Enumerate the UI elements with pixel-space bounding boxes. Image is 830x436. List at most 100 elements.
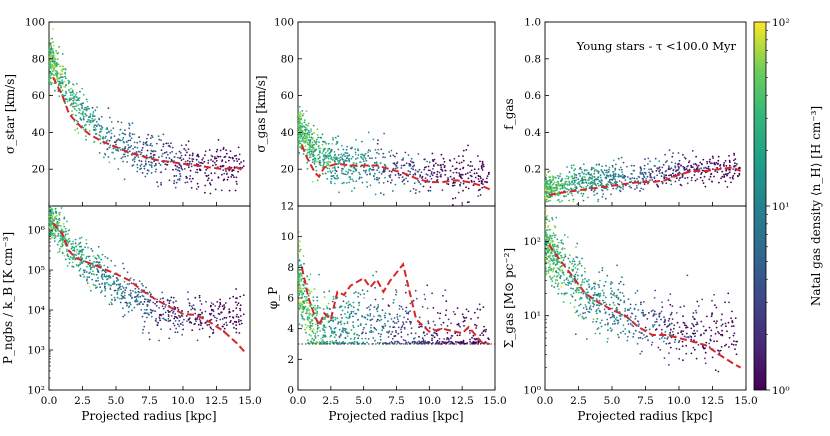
scatter-point (128, 305, 131, 308)
scatter-point (431, 341, 434, 344)
scatter-point (104, 295, 106, 297)
scatter-point (170, 142, 172, 145)
scatter-point (658, 170, 660, 173)
scatter-point (298, 292, 301, 295)
scatter-point (236, 304, 239, 306)
scatter-point (64, 230, 67, 233)
scatter-point (141, 283, 143, 285)
scatter-point (344, 306, 346, 309)
scatter-point (103, 270, 106, 273)
scatter-point (623, 301, 626, 304)
scatter-point (346, 145, 349, 148)
scatter-point (49, 52, 52, 54)
scatter-point (587, 291, 589, 293)
scatter-point (708, 326, 711, 329)
scatter-point (123, 141, 126, 144)
scatter-point (405, 321, 407, 323)
scatter-point (617, 173, 620, 176)
scatter-point (322, 329, 325, 331)
scatter-point (429, 169, 431, 172)
scatter-point (130, 297, 133, 300)
scatter-point (53, 234, 56, 237)
scatter-point (620, 186, 622, 189)
scatter-point (219, 318, 222, 321)
scatter-point (615, 296, 618, 299)
scatter-point (324, 316, 326, 319)
scatter-point (73, 120, 76, 123)
scatter-point (724, 301, 726, 304)
scatter-point (695, 323, 698, 326)
scatter-point (331, 330, 334, 333)
scatter-point (53, 74, 56, 77)
scatter-point (298, 299, 300, 302)
scatter-point (640, 169, 643, 172)
scatter-point (605, 164, 607, 167)
scatter-point (149, 137, 152, 140)
scatter-point (297, 123, 300, 126)
scatter-point (164, 311, 167, 314)
scatter-point (317, 136, 320, 139)
scatter-point (316, 305, 319, 307)
scatter-point (146, 144, 149, 147)
scatter-point (605, 177, 608, 180)
scatter-point (571, 194, 574, 197)
scatter-point (713, 340, 715, 343)
scatter-point (75, 119, 78, 122)
scatter-point (351, 172, 353, 175)
scatter-point (52, 51, 55, 54)
scatter-point (552, 259, 555, 262)
scatter-point (237, 146, 240, 149)
scatter-point (467, 144, 469, 147)
scatter-point (319, 164, 322, 167)
scatter-point (643, 164, 646, 167)
scatter-point (140, 160, 143, 163)
scatter-point (201, 327, 204, 330)
scatter-point (563, 247, 566, 250)
scatter-point (554, 226, 557, 229)
scatter-point (203, 160, 206, 163)
scatter-point (481, 166, 483, 169)
scatter-point (115, 280, 118, 282)
scatter-point (459, 181, 462, 184)
scatter-point (381, 329, 384, 332)
scatter-point (297, 258, 300, 260)
xlabel-left: Projected radius [kpc] (81, 409, 216, 423)
scatter-point (412, 173, 415, 176)
scatter-point (158, 307, 161, 309)
scatter-point (352, 342, 355, 345)
scatter-point (548, 236, 550, 239)
scatter-point (56, 58, 59, 61)
scatter-point (108, 303, 111, 306)
scatter-point (569, 281, 571, 283)
scatter-point (66, 250, 68, 253)
scatter-point (344, 313, 346, 315)
scatter-point (311, 330, 314, 333)
scatter-point (215, 160, 218, 162)
scatter-point (568, 181, 571, 184)
scatter-point (176, 323, 179, 326)
scatter-point (546, 182, 549, 185)
scatter-point (728, 346, 730, 348)
scatter-point (449, 169, 452, 172)
scatter-point (445, 338, 448, 341)
scatter-point (312, 306, 315, 309)
scatter-point (344, 155, 346, 158)
scatter-point (600, 176, 602, 179)
scatter-point (432, 320, 435, 323)
scatter-point (427, 322, 430, 325)
scatter-point (654, 165, 656, 167)
y-tick-label: 100 (274, 17, 294, 29)
scatter-point (613, 181, 616, 184)
scatter-point (235, 315, 238, 318)
scatter-point (330, 158, 332, 160)
scatter-point (224, 302, 227, 304)
scatter-point (311, 133, 314, 135)
scatter-point (718, 332, 720, 335)
scatter-point (345, 302, 348, 305)
scatter-point (341, 330, 343, 333)
scatter-point (582, 192, 585, 195)
scatter-point (369, 150, 372, 152)
x-tick-label: 0.0 (290, 395, 307, 407)
scatter-point (467, 187, 470, 190)
scatter-point (78, 252, 80, 255)
